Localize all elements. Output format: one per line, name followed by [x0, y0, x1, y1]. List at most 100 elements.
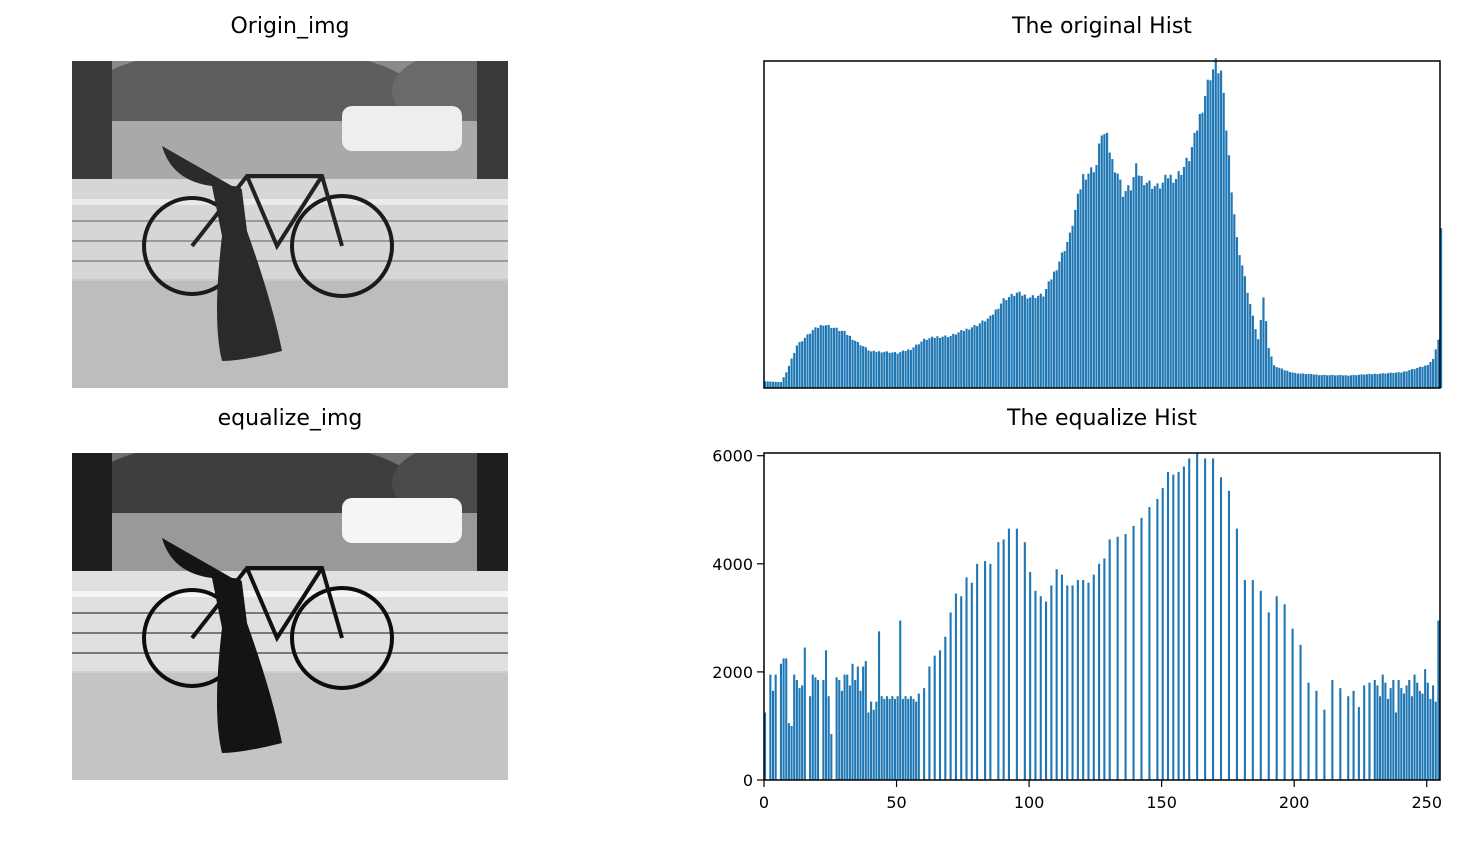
- histogram-bar: [1254, 329, 1257, 388]
- histogram-bar: [915, 701, 918, 780]
- histogram-bar: [779, 382, 783, 388]
- histogram-bar: [1182, 166, 1186, 388]
- histogram-bar: [1132, 525, 1135, 780]
- equalize-image: [72, 453, 508, 780]
- histogram-bar: [1227, 155, 1231, 388]
- histogram-bar: [1193, 132, 1196, 388]
- histogram-bar: [1029, 297, 1032, 388]
- y-tick-label: 0: [743, 771, 753, 790]
- histogram-bar: [1400, 688, 1403, 780]
- histogram-bar: [835, 677, 838, 780]
- histogram-bar: [1148, 507, 1151, 780]
- histogram-bar: [1434, 349, 1437, 388]
- histogram-bar: [872, 350, 875, 388]
- histogram-bar: [1259, 590, 1262, 780]
- histogram-bar: [1315, 374, 1318, 388]
- histogram-bar: [1153, 186, 1156, 388]
- histogram-bar: [1002, 539, 1005, 780]
- histogram-bar: [1386, 373, 1390, 388]
- histogram-bar: [1328, 375, 1331, 388]
- histogram-bar: [1394, 372, 1398, 388]
- histogram-bar: [1185, 157, 1188, 388]
- histogram-bar: [1233, 214, 1236, 388]
- y-tick-label: 2000: [712, 663, 753, 682]
- histogram-bar: [1113, 172, 1117, 388]
- histogram-bar: [1341, 375, 1345, 388]
- histogram-bar: [944, 636, 947, 780]
- histogram-bar: [1074, 209, 1077, 388]
- histogram-bar: [1103, 558, 1106, 780]
- histogram-bar: [1352, 690, 1355, 780]
- histogram-bar: [1143, 185, 1146, 388]
- histogram-bar: [854, 680, 857, 780]
- histogram-bar: [830, 327, 833, 388]
- histogram-bar: [1416, 682, 1419, 780]
- histogram-bar: [1424, 365, 1427, 388]
- histogram-bar: [1116, 173, 1119, 388]
- histogram-bar: [864, 347, 867, 388]
- histogram-bar: [1251, 580, 1254, 780]
- histogram-bar: [848, 335, 851, 388]
- histogram-bar: [1397, 680, 1400, 780]
- histogram-bar: [1257, 339, 1260, 388]
- histogram-bar: [883, 351, 886, 388]
- histogram-bar: [1052, 271, 1056, 388]
- histogram-bar: [1288, 372, 1292, 388]
- histogram-bar: [901, 698, 904, 780]
- histogram-bar: [790, 358, 793, 388]
- histogram-bar: [1357, 374, 1360, 388]
- histogram-bar: [1262, 297, 1265, 388]
- histogram-bar: [824, 325, 828, 388]
- histogram-bar: [864, 661, 867, 780]
- histogram-bar: [1331, 680, 1334, 780]
- equalize-image-title: equalize_img: [217, 406, 363, 431]
- histogram-bar: [978, 323, 981, 388]
- histogram-bar: [888, 698, 891, 780]
- histogram-bar: [899, 352, 902, 388]
- histogram-bar: [1082, 580, 1085, 780]
- histogram-bar: [843, 674, 846, 780]
- histogram-bar: [1307, 373, 1310, 388]
- histogram-bar: [1196, 130, 1199, 389]
- histogram-bar: [899, 620, 902, 780]
- histogram-bar: [1437, 339, 1440, 388]
- histogram-bar: [954, 593, 957, 780]
- histogram-bar: [949, 335, 952, 388]
- histogram-bar: [1339, 374, 1342, 388]
- histogram-bar: [1429, 361, 1432, 388]
- histogram-bar: [1360, 374, 1363, 388]
- histogram-bar: [814, 327, 817, 388]
- histogram-bar: [1002, 298, 1005, 388]
- histogram-bar: [1161, 182, 1164, 388]
- histogram-bar: [1307, 682, 1310, 780]
- histogram-bar: [965, 577, 968, 780]
- histogram-bar: [793, 352, 796, 388]
- histogram-bar: [917, 344, 920, 388]
- histogram-bar: [920, 341, 923, 388]
- histogram-bar: [941, 336, 944, 388]
- histogram-bar: [944, 335, 947, 388]
- histogram-bar: [1363, 685, 1366, 780]
- histogram-bar: [1188, 161, 1191, 388]
- histogram-bar: [907, 349, 910, 388]
- histogram-bar: [984, 561, 987, 780]
- histogram-bar: [1272, 365, 1276, 388]
- histogram-bar: [846, 674, 849, 780]
- histogram-bar: [976, 326, 979, 388]
- histogram-bar: [822, 325, 825, 388]
- histogram-bar: [1092, 574, 1095, 780]
- histogram-bar: [787, 723, 790, 780]
- histogram-bar: [1161, 488, 1164, 780]
- histogram-bar: [1132, 177, 1135, 388]
- histogram-bar: [1333, 375, 1337, 388]
- histogram-bar: [1164, 174, 1167, 388]
- histogram-bar: [896, 696, 899, 780]
- histogram-bar: [779, 663, 783, 780]
- equalize-histogram-bars: [764, 453, 1440, 780]
- histogram-bar: [1392, 680, 1395, 780]
- histogram-bar: [968, 329, 971, 388]
- histogram-bar: [936, 336, 939, 388]
- histogram-bar: [1227, 490, 1231, 780]
- histogram-bar: [1302, 373, 1305, 388]
- histogram-bar: [846, 334, 849, 388]
